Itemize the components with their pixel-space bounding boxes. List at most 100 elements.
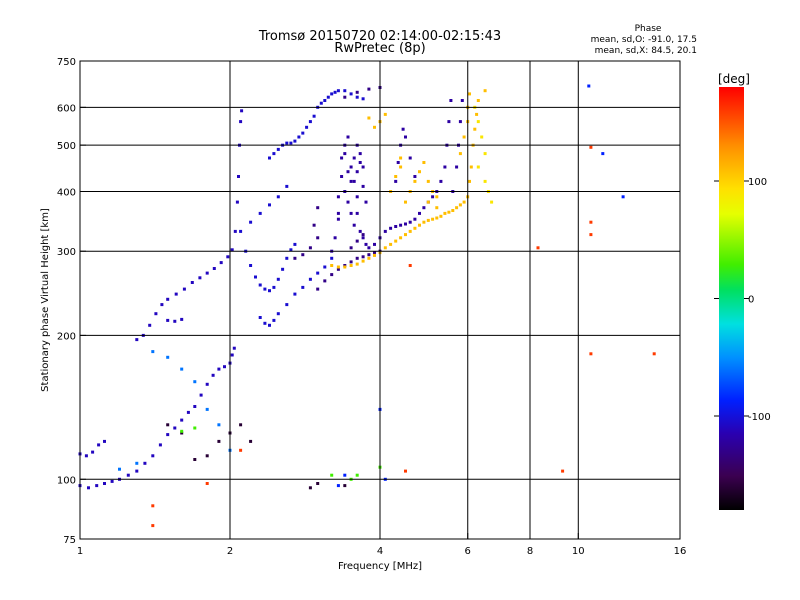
data-point-2-51: [394, 179, 398, 183]
data-points: [78, 84, 656, 528]
data-point-1-32: [276, 147, 280, 151]
data-point-7-6: [239, 423, 243, 427]
data-point-4-48: [462, 135, 466, 139]
data-point-1-25: [249, 220, 253, 224]
data-point-1-35: [289, 141, 293, 145]
data-point-2-61: [458, 120, 462, 124]
data-point-0-13: [143, 461, 147, 465]
data-point-4-57: [367, 116, 371, 120]
data-point-5-4: [476, 165, 480, 169]
grid: [80, 61, 680, 539]
colorbar-tick-label-1: 0: [748, 295, 754, 306]
data-point-2-17: [336, 211, 340, 215]
data-point-1-7: [272, 285, 276, 289]
data-point-1-12: [293, 242, 297, 246]
data-point-0-3: [97, 443, 101, 447]
data-point-4-17: [422, 220, 426, 224]
data-point-1-22: [316, 271, 320, 275]
data-point-0-27: [230, 353, 234, 357]
data-point-1-11: [289, 248, 293, 252]
data-point-0-14: [151, 454, 155, 458]
data-point-10-1: [621, 195, 625, 199]
data-point-0-6: [87, 486, 90, 490]
data-point-2-42: [422, 206, 426, 210]
data-point-0-11: [126, 473, 130, 477]
x-tick-label-6: 16: [674, 546, 687, 557]
data-point-0-9: [110, 479, 114, 483]
data-point-3-15: [312, 223, 316, 227]
y-axis-label: Stationary phase Virtual Height [km]: [40, 208, 51, 392]
data-point-2-40: [413, 217, 417, 221]
data-point-2-57: [413, 175, 417, 178]
data-point-8-6: [561, 469, 565, 473]
x-tick-label-3: 6: [465, 546, 471, 557]
data-point-8-8: [589, 352, 593, 356]
data-point-1-17: [276, 312, 280, 316]
data-point-1-48: [336, 89, 340, 93]
y-ticks: 75 100 200 300 400 500 600 750: [57, 57, 86, 546]
data-point-3-3: [336, 267, 340, 271]
data-point-6-0: [151, 350, 155, 354]
data-point-4-3: [349, 264, 353, 267]
data-point-3-9: [373, 251, 376, 255]
data-point-0-24: [217, 367, 221, 371]
data-point-4-56: [383, 112, 387, 116]
data-point-1-10: [285, 256, 289, 260]
data-point-4-33: [475, 112, 479, 116]
data-point-4-34: [476, 99, 480, 102]
data-point-7-8: [308, 486, 312, 490]
data-point-10-6: [343, 473, 347, 477]
x-tick-label-1: 2: [227, 546, 233, 557]
data-point-2-10: [349, 211, 353, 215]
data-point-4-40: [426, 179, 430, 183]
data-point-1-47: [333, 90, 337, 94]
data-point-1-26: [258, 211, 262, 215]
data-point-0-46: [237, 175, 240, 178]
stats-heading: Phase: [635, 24, 662, 34]
data-point-8-12: [404, 469, 407, 473]
data-point-3-21: [355, 90, 359, 94]
data-point-0-15: [158, 443, 162, 447]
data-point-0-52: [180, 317, 184, 321]
data-point-1-36: [293, 139, 297, 143]
data-point-2-11: [352, 223, 356, 227]
data-point-3-0: [316, 287, 320, 291]
colorbar-tick-label-2: -100: [748, 412, 771, 423]
data-point-1-6: [268, 289, 271, 293]
data-point-4-29: [468, 179, 471, 183]
data-point-2-35: [389, 226, 393, 230]
stats-x-line: mean, sd,X: 84.5, 20.1: [595, 46, 697, 56]
chart-title: Tromsø 20150720 02:14:00-02:15:43: [258, 29, 501, 44]
data-point-2-30: [364, 242, 368, 246]
data-point-4-23: [447, 210, 451, 214]
data-point-0-7: [95, 484, 99, 488]
chart-subtitle: RwPretec (8p): [334, 41, 425, 56]
data-point-2-24: [364, 200, 368, 204]
data-point-5-5: [483, 179, 487, 183]
data-point-1-52: [361, 97, 365, 101]
data-point-2-62: [460, 99, 464, 102]
data-point-5-1: [476, 120, 480, 124]
data-point-3-7: [361, 255, 365, 259]
data-point-3-19: [293, 256, 297, 260]
data-point-0-25: [223, 365, 226, 369]
x-tick-label-4: 8: [527, 546, 533, 557]
x-ticks: 1 2 4 6 8 10 16: [77, 533, 687, 557]
colorbar-label: [deg]: [718, 72, 750, 86]
y-tick-label-0: 75: [63, 535, 76, 546]
data-point-2-12: [349, 165, 353, 169]
data-point-1-45: [326, 95, 330, 99]
data-point-0-12: [135, 469, 139, 473]
data-point-0-49: [240, 109, 244, 113]
data-point-8-0: [151, 504, 155, 508]
data-point-1-50: [349, 92, 353, 96]
data-point-4-7: [373, 253, 376, 257]
data-point-1-24: [330, 256, 334, 260]
data-point-7-4: [217, 439, 221, 443]
data-point-4-25: [455, 206, 459, 210]
data-point-1-19: [293, 292, 297, 296]
data-point-9-4: [193, 426, 197, 430]
data-point-1-18: [285, 303, 289, 307]
data-point-4-11: [394, 239, 398, 243]
